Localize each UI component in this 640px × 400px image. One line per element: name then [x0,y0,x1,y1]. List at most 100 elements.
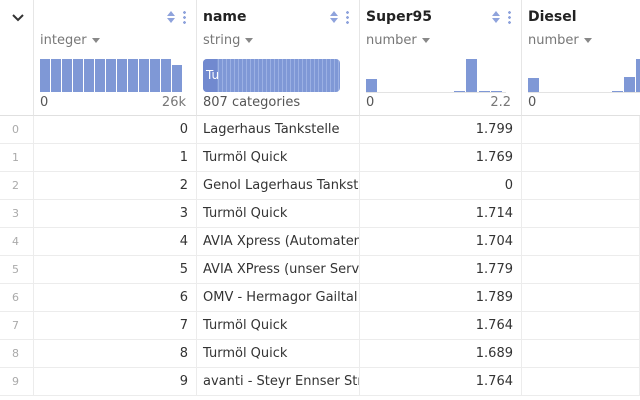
row-index[interactable]: 0 [0,116,34,144]
cell-super95[interactable]: 1.779 [360,256,522,284]
cell-id[interactable]: 9 [34,368,197,396]
table-row[interactable]: 6 6 OMV - Hermagor Gailtal 1.789 [0,284,640,312]
cell-diesel[interactable] [522,284,640,312]
histogram-bar [150,59,160,92]
column-header-name[interactable]: name string Tu 807 categories [197,0,360,116]
cell-name[interactable]: AVIA XPress (unser Service) [197,256,360,284]
column-header-diesel[interactable]: Diesel number 0 [522,0,640,116]
cell-diesel[interactable] [522,172,640,200]
top-category-label: Tu [203,59,219,92]
table-row[interactable]: 8 8 Turmöl Quick 1.689 [0,340,640,368]
histogram [528,59,640,92]
histogram-bar [51,59,61,92]
sort-icon[interactable] [330,10,338,24]
cell-name[interactable]: OMV - Hermagor Gailtal [197,284,360,312]
cell-super95[interactable]: 1.704 [360,228,522,256]
table-row[interactable]: 4 4 AVIA Xpress (Automaten) 1.704 [0,228,640,256]
row-index[interactable]: 1 [0,144,34,172]
cell-super95[interactable]: 1.789 [360,284,522,312]
cell-name[interactable]: Turmöl Quick [197,312,360,340]
cell-id[interactable]: 3 [34,200,197,228]
cell-diesel[interactable] [522,312,640,340]
cell-super95[interactable]: 1.689 [360,340,522,368]
row-index[interactable]: 3 [0,200,34,228]
cell-super95[interactable]: 1.799 [360,116,522,144]
cell-diesel[interactable] [522,228,640,256]
cell-diesel[interactable] [522,256,640,284]
cell-diesel[interactable] [522,368,640,396]
row-index[interactable]: 9 [0,368,34,396]
cell-id[interactable]: 0 [34,116,197,144]
histogram-baseline [366,92,506,93]
histogram-baseline [528,92,640,93]
histogram [40,59,182,92]
caret-down-icon [91,38,100,43]
cell-diesel[interactable] [522,340,640,368]
row-index[interactable]: 8 [0,340,34,368]
axis-min: 0 [40,95,49,110]
cell-id[interactable]: 2 [34,172,197,200]
histogram-bar [84,59,94,92]
cell-name[interactable]: Genol Lagerhaus Tankstelle [197,172,360,200]
row-index[interactable]: 2 [0,172,34,200]
column-header-super95[interactable]: Super95 number 0 2.2 [360,0,522,116]
histogram-bar [366,79,377,92]
row-index[interactable]: 5 [0,256,34,284]
cell-name[interactable]: Turmöl Quick [197,200,360,228]
sort-icon[interactable] [167,10,175,24]
cell-id[interactable]: 8 [34,340,197,368]
cell-name[interactable]: avanti - Steyr Ennser Straße [197,368,360,396]
cell-super95[interactable]: 1.764 [360,312,522,340]
table-row[interactable]: 1 1 Turmöl Quick 1.769 [0,144,640,172]
column-name: Diesel [528,9,577,25]
histogram-bar [117,59,127,92]
cell-name[interactable]: Lagerhaus Tankstelle [197,116,360,144]
chevron-down-icon[interactable] [10,10,26,26]
column-type-dropdown[interactable]: string [203,33,254,48]
cell-id[interactable]: 5 [34,256,197,284]
cell-super95[interactable]: 0 [360,172,522,200]
cell-id[interactable]: 4 [34,228,197,256]
column-type-dropdown[interactable]: number [528,33,592,48]
cell-diesel[interactable] [522,144,640,172]
cell-super95[interactable]: 1.714 [360,200,522,228]
column-header-id[interactable]: integer 0 26k [34,0,197,116]
table-row[interactable]: 0 0 Lagerhaus Tankstelle 1.799 [0,116,640,144]
row-index[interactable]: 7 [0,312,34,340]
caret-down-icon [421,38,430,43]
axis-min: 0 [528,95,537,110]
histogram-bar [491,90,502,92]
cell-super95[interactable]: 1.769 [360,144,522,172]
histogram-bar [466,59,477,92]
column-type-dropdown[interactable]: integer [40,33,100,48]
column-type-dropdown[interactable]: number [366,33,430,48]
table-row[interactable]: 3 3 Turmöl Quick 1.714 [0,200,640,228]
cell-id[interactable]: 1 [34,144,197,172]
more-options-icon[interactable] [508,10,511,24]
sort-icon[interactable] [492,10,500,24]
histogram [366,59,502,92]
axis-min: 0 [366,95,375,110]
cell-super95[interactable]: 1.764 [360,368,522,396]
histogram-bar [478,90,490,92]
cell-diesel[interactable] [522,200,640,228]
table-row[interactable]: 7 7 Turmöl Quick 1.764 [0,312,640,340]
row-index[interactable]: 6 [0,284,34,312]
cell-diesel[interactable] [522,116,640,144]
histogram-bar [106,59,116,92]
column-name: Super95 [366,9,432,25]
cell-name[interactable]: AVIA Xpress (Automaten) [197,228,360,256]
cell-id[interactable]: 7 [34,312,197,340]
cell-name[interactable]: Turmöl Quick [197,144,360,172]
more-options-icon[interactable] [183,10,186,24]
row-index[interactable]: 4 [0,228,34,256]
cell-id[interactable]: 6 [34,284,197,312]
histogram-bar [612,90,623,92]
more-options-icon[interactable] [346,10,349,24]
cell-name[interactable]: Turmöl Quick [197,340,360,368]
caret-down-icon [245,38,254,43]
